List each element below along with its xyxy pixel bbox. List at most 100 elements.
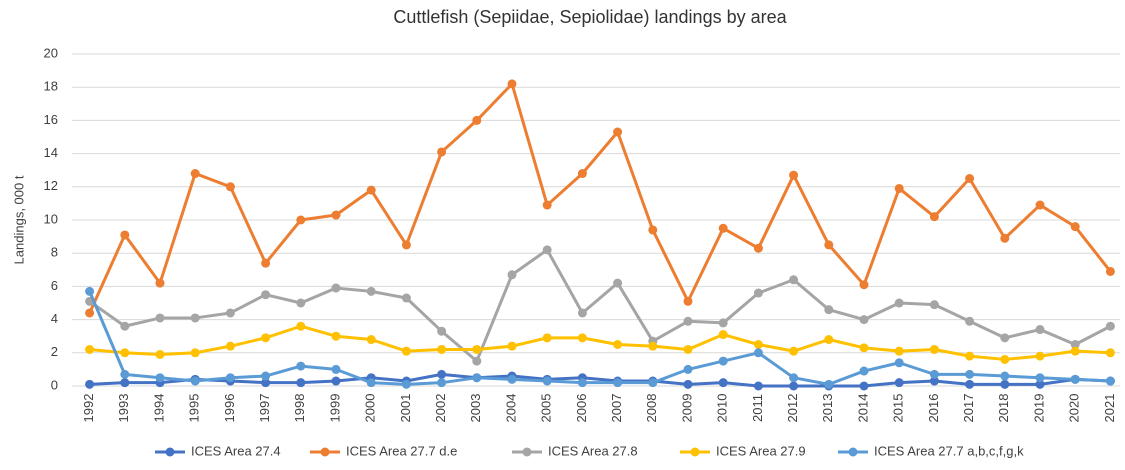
x-tick-label: 2001: [398, 394, 413, 423]
x-tick-label: 2016: [926, 394, 941, 423]
series-line: [88, 248, 1112, 363]
data-point: [366, 335, 376, 345]
data-point: [507, 270, 517, 280]
legend-marker: [690, 447, 700, 457]
data-point: [296, 215, 306, 225]
data-point: [190, 348, 200, 358]
data-point: [120, 321, 130, 331]
data-point: [789, 346, 799, 356]
data-point: [472, 344, 482, 354]
data-point: [648, 341, 658, 351]
x-tick-label: 2007: [609, 394, 624, 423]
data-point: [296, 378, 306, 388]
y-tick-label: 0: [51, 377, 58, 392]
data-point: [472, 115, 482, 125]
data-point: [824, 335, 834, 345]
data-point: [894, 378, 904, 388]
data-point: [577, 333, 587, 343]
data-point: [331, 283, 341, 293]
data-point: [437, 344, 447, 354]
data-point: [1070, 340, 1080, 349]
y-tick-label: 2: [51, 344, 58, 359]
data-point: [542, 200, 552, 210]
x-tick-label: 2010: [715, 394, 730, 423]
data-point: [1070, 222, 1080, 232]
x-tick-label: 2002: [433, 394, 448, 423]
legend-label: ICES Area 27.8: [548, 443, 638, 458]
x-tick-label: 2008: [644, 394, 659, 423]
data-point: [261, 371, 271, 381]
data-point: [437, 147, 447, 157]
data-point: [366, 185, 376, 195]
x-tick-label: 2006: [574, 394, 589, 423]
data-point: [894, 346, 904, 356]
data-point: [577, 308, 587, 318]
data-point: [1035, 379, 1045, 389]
data-point: [261, 378, 271, 388]
data-point: [1035, 325, 1045, 335]
y-tick-label: 16: [44, 112, 58, 127]
data-point: [859, 343, 869, 353]
legend-marker: [320, 447, 330, 457]
x-tick-label: 1992: [81, 394, 96, 423]
data-point: [613, 127, 623, 137]
data-point: [894, 183, 904, 193]
data-point: [1035, 200, 1045, 210]
x-tick-label: 1995: [187, 394, 202, 423]
legend-label: ICES Area 27.7 a,b,c,f,g,k: [874, 443, 1024, 458]
data-point: [507, 341, 517, 351]
data-point: [1105, 376, 1115, 386]
data-point: [331, 210, 341, 220]
x-tick-label: 2011: [750, 394, 765, 422]
data-point: [1000, 233, 1010, 243]
data-point: [472, 356, 482, 366]
series-line: [89, 372, 1111, 388]
data-point: [753, 348, 763, 358]
y-tick-label: 6: [51, 278, 58, 293]
data-point: [648, 225, 658, 235]
data-point: [331, 364, 341, 374]
data-point: [507, 79, 517, 89]
x-tick-label: 2005: [539, 394, 554, 423]
data-point: [789, 373, 799, 383]
data-point: [577, 169, 587, 179]
data-point: [542, 376, 552, 386]
data-point: [155, 313, 165, 323]
series-line: [89, 324, 1111, 361]
data-point: [859, 315, 869, 325]
data-point: [1035, 373, 1045, 383]
data-point: [965, 316, 975, 326]
data-point: [331, 331, 341, 341]
data-point: [261, 290, 271, 300]
data-point: [472, 373, 482, 383]
data-point: [613, 378, 623, 388]
data-point: [789, 275, 799, 285]
data-point: [965, 351, 975, 361]
data-point: [613, 340, 623, 349]
x-tick-label: 2019: [1031, 394, 1046, 423]
series-line: [88, 82, 1112, 314]
data-point: [1000, 333, 1010, 343]
y-tick-label: 10: [44, 211, 58, 226]
data-point: [753, 243, 763, 253]
data-point: [401, 293, 411, 303]
x-tick-label: 2014: [855, 394, 870, 423]
data-point: [296, 298, 306, 308]
data-point: [824, 379, 834, 389]
x-tick-label: 1996: [222, 394, 237, 423]
data-point: [261, 333, 271, 343]
x-tick-label: 2000: [363, 394, 378, 423]
data-point: [366, 378, 376, 388]
data-point: [1070, 374, 1080, 384]
data-point: [683, 344, 693, 354]
data-point: [789, 170, 799, 180]
data-point: [155, 373, 165, 383]
data-point: [401, 346, 411, 356]
legend-label: ICES Area 27.9: [716, 443, 806, 458]
data-point: [718, 378, 728, 388]
data-point: [648, 378, 658, 388]
data-point: [929, 212, 939, 222]
data-point: [753, 288, 763, 298]
data-point: [859, 366, 869, 376]
data-point: [507, 374, 517, 384]
